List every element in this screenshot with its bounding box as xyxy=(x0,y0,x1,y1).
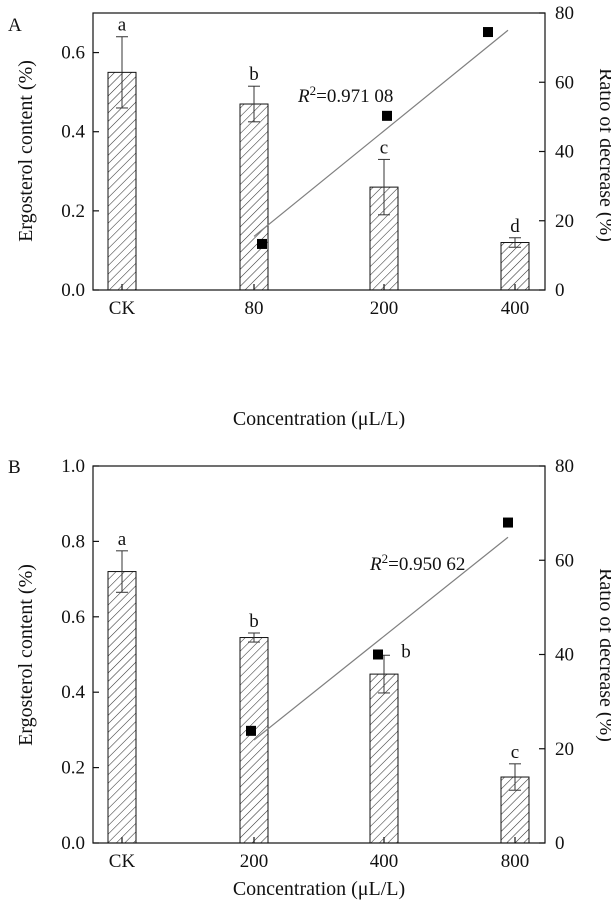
panel-b-scatter-point xyxy=(373,649,383,660)
panel-b-xtick-label: CK xyxy=(109,851,136,872)
panel-b-y2tick-label: 20 xyxy=(555,739,574,760)
panel-b-x-axis-title: Concentration (μL/L) xyxy=(233,878,405,900)
panel-a-x-axis-title: Concentration (μL/L) xyxy=(233,408,405,430)
panel-b-y2-axis-title: Ratio of decrease (%) xyxy=(595,568,611,742)
panel-b-ytick-label: 0.6 xyxy=(61,607,85,628)
panel-label-b: B xyxy=(8,457,21,478)
panel-b-bar xyxy=(239,637,269,844)
panel-b-ytick-label: 0.2 xyxy=(61,758,85,779)
panel-b-xtick-label: 800 xyxy=(501,851,530,872)
panel-label-a: A xyxy=(8,15,22,36)
panel-a-trend-line xyxy=(253,29,509,237)
panel-b-bar xyxy=(107,571,137,844)
panel-b-significance-letter: c xyxy=(511,742,519,763)
panel-b-y-axis-title: Ergosterol content (%) xyxy=(15,564,37,746)
panel-b-frame xyxy=(92,465,546,844)
panel-a-xtick-label: 400 xyxy=(501,298,530,319)
panel-b-xtick-label: 400 xyxy=(370,851,399,872)
panel-b-ytick-label: 0.4 xyxy=(61,682,85,703)
panel-a-scatter-point xyxy=(382,110,392,121)
panel-b: B 0.0 0.2 0.4 0.6 0.8 1.0 0 20 40 60 80 CK a 200 b 400 b… xyxy=(8,456,611,900)
panel-a-xtick-label: CK xyxy=(109,298,136,319)
panel-a-marks: 0.0 0.2 0.4 0.6 0 20 40 60 80 CK a 80 b 200 c 400 d xyxy=(61,3,574,319)
panel-a-ytick-label: 0.2 xyxy=(61,201,85,222)
panel-a-ytick-label: 0.4 xyxy=(61,122,85,143)
panel-a-frame xyxy=(92,12,546,291)
panel-b-ytick-label: 0.8 xyxy=(61,531,85,552)
panel-a-y2tick-label: 40 xyxy=(555,142,574,163)
panel-a-r2-annotation: R2=0.971 08 xyxy=(297,83,393,108)
panel-a-xtick-label: 80 xyxy=(245,298,264,319)
panel-a-y2-axis-title: Ratio of decrease (%) xyxy=(595,68,611,242)
panel-a-y2tick-label: 20 xyxy=(555,211,574,232)
panel-b-ytick-label: 0.0 xyxy=(61,833,85,854)
panel-a-y-axis-title: Ergosterol content (%) xyxy=(15,60,37,242)
panel-b-significance-letter: b xyxy=(249,611,259,632)
panel-b-marks: 0.0 0.2 0.4 0.6 0.8 1.0 0 20 40 60 80 CK a 200 b 400 b 80… xyxy=(61,456,574,872)
panel-a-ytick-label: 0.0 xyxy=(61,280,85,301)
panel-b-y2tick-label: 0 xyxy=(555,833,565,854)
panel-b-scatter-point xyxy=(246,725,256,736)
panel-a-bar xyxy=(239,103,269,291)
panel-b-ytick-label: 1.0 xyxy=(61,456,85,477)
panel-b-r2-annotation: R2=0.950 62 xyxy=(369,551,465,576)
panel-b-y2tick-label: 80 xyxy=(555,456,574,477)
panel-a-ytick-label: 0.6 xyxy=(61,43,85,64)
panel-a-significance-letter: d xyxy=(510,216,520,237)
panel-a-y2tick-label: 0 xyxy=(555,280,565,301)
panel-a-scatter-point xyxy=(483,27,493,38)
panel-a: A 0.0 0.2 0.4 0.6 0 20 40 60 80 CK a 80 b 200 c 400 d Er… xyxy=(8,3,611,430)
panel-a-y2tick-label: 60 xyxy=(555,72,574,93)
panel-a-significance-letter: a xyxy=(118,15,127,36)
panel-b-trend-line xyxy=(253,536,509,741)
panel-b-bar xyxy=(369,673,399,844)
panel-a-significance-letter: b xyxy=(249,64,259,85)
panel-b-y2tick-label: 40 xyxy=(555,645,574,666)
panel-a-y2tick-label: 80 xyxy=(555,3,574,24)
panel-b-significance-letter: a xyxy=(118,529,127,550)
panel-b-y2tick-label: 60 xyxy=(555,550,574,571)
panel-a-scatter-point xyxy=(257,238,267,249)
panel-a-xtick-label: 200 xyxy=(370,298,399,319)
panel-b-significance-letter: b xyxy=(401,641,411,662)
panel-a-bar xyxy=(500,242,530,291)
panel-a-significance-letter: c xyxy=(380,137,388,158)
panel-b-scatter-point xyxy=(503,517,513,528)
panel-b-xtick-label: 200 xyxy=(240,851,269,872)
